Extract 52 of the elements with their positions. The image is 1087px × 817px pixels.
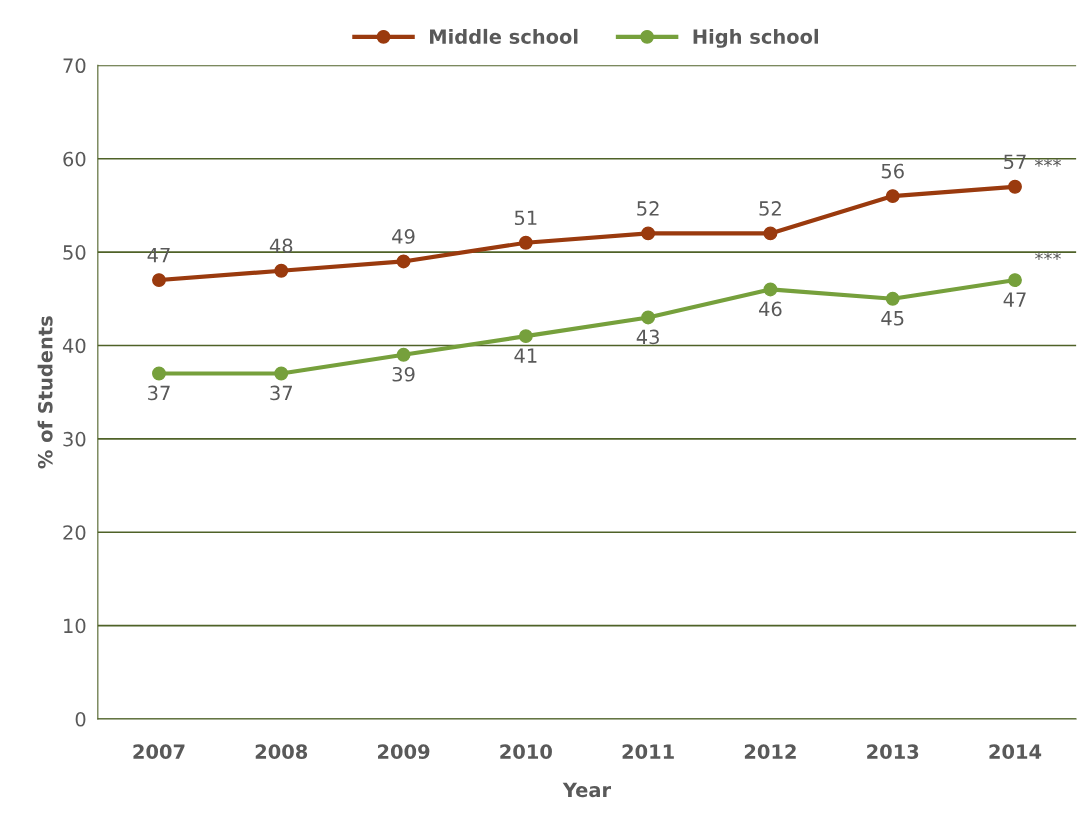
annotation: *** bbox=[1034, 158, 1061, 167]
data-label: 48 bbox=[269, 238, 293, 254]
data-label: 46 bbox=[758, 301, 782, 317]
point bbox=[396, 347, 411, 362]
x-tick-label: 2009 bbox=[378, 744, 430, 760]
point bbox=[518, 235, 533, 250]
point bbox=[152, 366, 166, 381]
x-tick-label: 2011 bbox=[622, 744, 674, 760]
x-tick-label: 2007 bbox=[133, 744, 185, 760]
data-label: 52 bbox=[759, 201, 781, 216]
point bbox=[885, 189, 900, 204]
x-tick-label: 2012 bbox=[744, 744, 796, 760]
data-label: 39 bbox=[392, 366, 415, 382]
point bbox=[152, 273, 166, 288]
y-tick-label: 40 bbox=[62, 338, 86, 354]
y-tick-label: 30 bbox=[63, 431, 86, 447]
point bbox=[396, 254, 411, 269]
data-label: 37 bbox=[148, 385, 170, 401]
x-tick-label: 2014 bbox=[989, 744, 1042, 760]
point bbox=[274, 366, 289, 381]
y-tick-label: 60 bbox=[63, 151, 86, 167]
data-label: 45 bbox=[881, 311, 904, 326]
legend-label: Middle school bbox=[430, 28, 578, 44]
y-axis-title: % of Students bbox=[37, 316, 53, 469]
data-label: 37 bbox=[270, 385, 292, 401]
x-tick-label: 2013 bbox=[867, 744, 919, 760]
x-axis-title: Year bbox=[562, 782, 612, 798]
x-tick-label: 2008 bbox=[255, 744, 308, 760]
y-tick-label: 0 bbox=[75, 711, 86, 727]
data-label: 56 bbox=[881, 163, 904, 179]
point bbox=[885, 291, 900, 306]
legend-label: High school bbox=[693, 28, 818, 48]
data-label: 49 bbox=[392, 229, 415, 244]
data-label: 47 bbox=[1003, 292, 1026, 307]
point bbox=[763, 226, 778, 241]
data-label: 41 bbox=[514, 348, 537, 363]
y-tick-label: 70 bbox=[63, 58, 86, 74]
point bbox=[641, 226, 656, 241]
point bbox=[274, 263, 289, 278]
point bbox=[763, 282, 778, 297]
y-tick-label: 10 bbox=[64, 618, 86, 634]
annotation: *** bbox=[1034, 251, 1061, 261]
data-label: 52 bbox=[637, 201, 659, 216]
y-tick-label: 50 bbox=[63, 245, 86, 260]
x-tick-label: 2010 bbox=[500, 744, 552, 760]
point bbox=[641, 310, 656, 325]
point bbox=[1008, 179, 1022, 194]
point bbox=[1008, 273, 1022, 288]
point bbox=[518, 329, 533, 344]
y-tick-label: 20 bbox=[63, 525, 86, 540]
data-label: 43 bbox=[636, 329, 659, 345]
data-label: 51 bbox=[514, 210, 537, 226]
